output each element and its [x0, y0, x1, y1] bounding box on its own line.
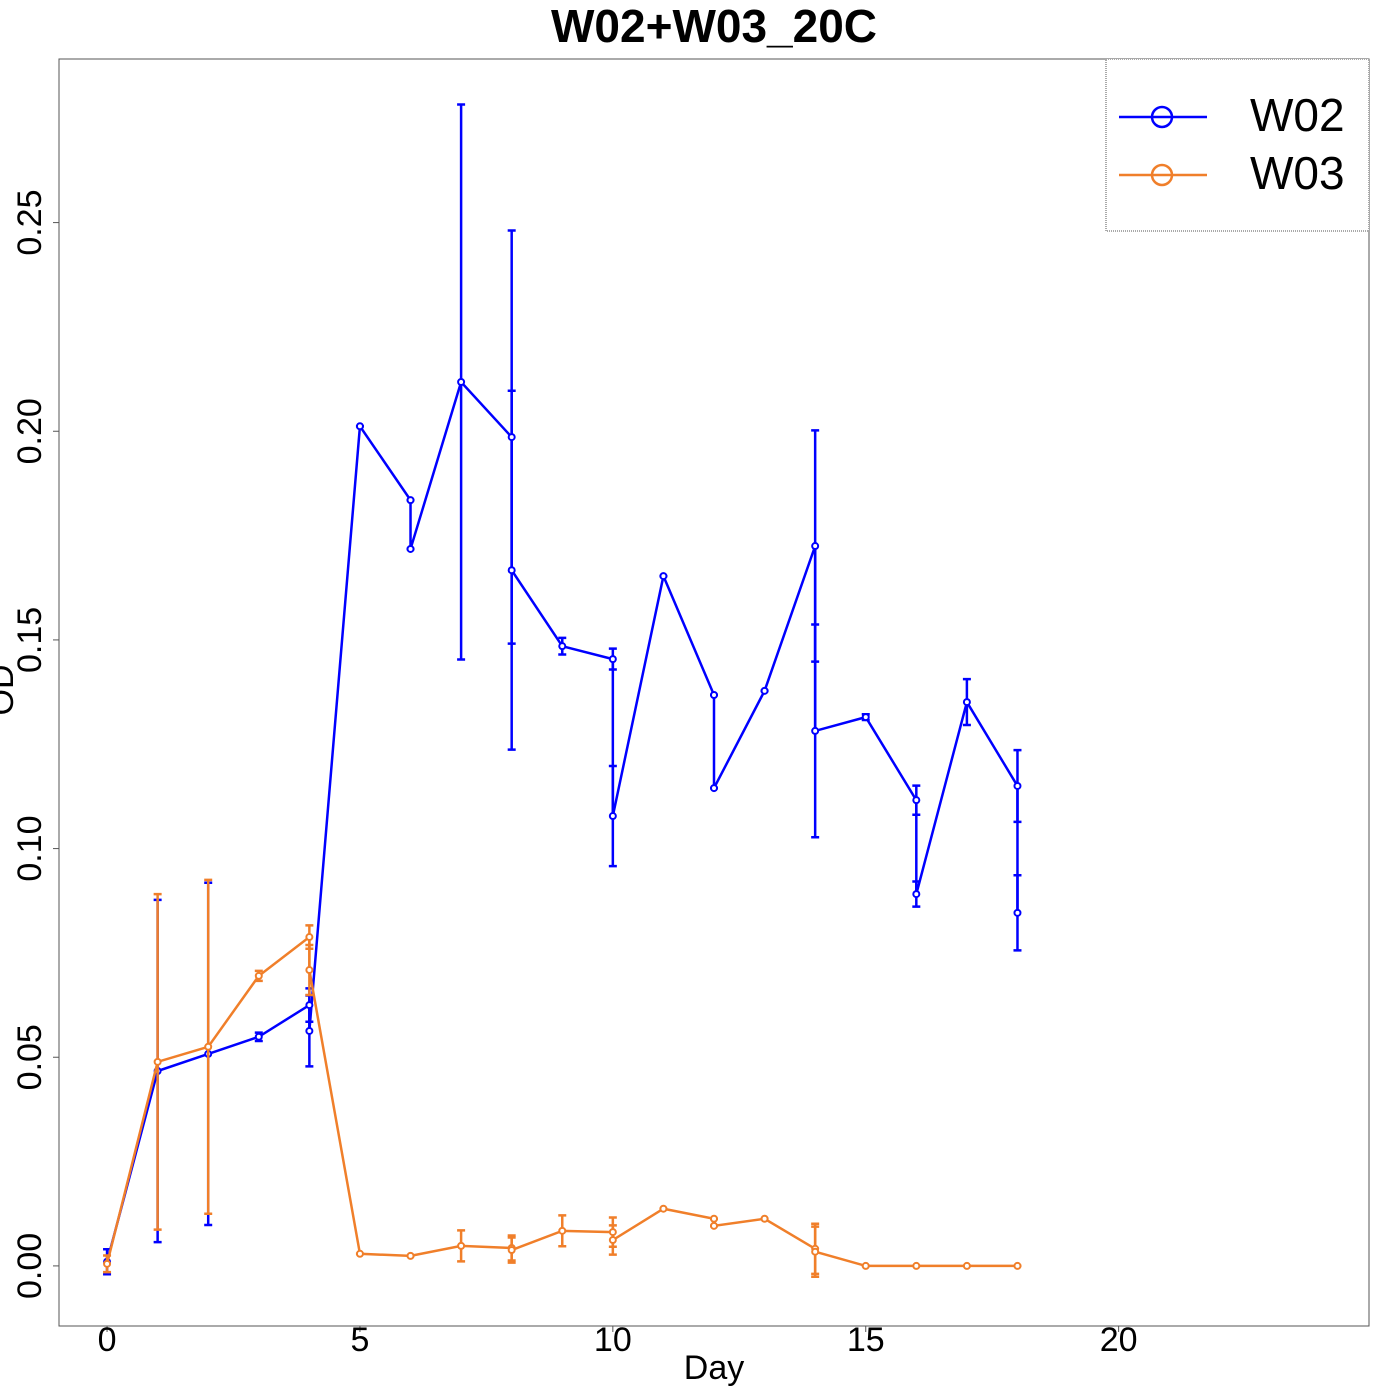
y-axis-label: OD: [0, 665, 21, 716]
data-point: [457, 1241, 466, 1250]
data-point: [305, 1026, 314, 1035]
y-tick-label: 0.20: [11, 398, 49, 464]
x-tick-label: 20: [1100, 1321, 1138, 1359]
data-point: [710, 784, 718, 793]
series-line: [105, 934, 1018, 1268]
data-point: [811, 1247, 820, 1256]
data-point: [507, 433, 516, 442]
y-tick-label: 0.00: [11, 1233, 49, 1299]
data-point: [659, 572, 668, 581]
y-tick-label: 0.15: [11, 607, 49, 673]
data-point: [1013, 1261, 1022, 1270]
data-point: [912, 1261, 921, 1270]
data-point: [962, 1261, 971, 1270]
data-point: [305, 933, 314, 942]
data-point: [103, 1259, 112, 1268]
legend-marker: [1150, 105, 1174, 129]
data-point: [962, 698, 971, 707]
data-point: [254, 1032, 263, 1041]
data-point: [811, 726, 820, 735]
data-point: [710, 1221, 718, 1230]
x-axis-label: Day: [684, 1349, 744, 1387]
legend-label: W02: [1250, 89, 1345, 141]
data-point: [912, 796, 921, 805]
legend-label: W03: [1250, 147, 1345, 199]
data-point: [760, 686, 769, 695]
legend-box: [1105, 58, 1370, 232]
data-point: [204, 1042, 213, 1051]
data-point: [608, 812, 617, 821]
data-point: [760, 1214, 769, 1223]
data-point: [406, 1251, 415, 1260]
x-tick-label: 0: [98, 1321, 117, 1359]
data-point: [355, 422, 364, 431]
data-point: [710, 1214, 718, 1223]
data-point: [305, 966, 314, 975]
data-point: [254, 971, 263, 980]
data-point: [608, 1236, 617, 1245]
data-point: [507, 1246, 516, 1255]
y-tick-label: 0.10: [11, 815, 49, 881]
data-point: [1013, 781, 1022, 790]
x-tick-label: 15: [847, 1321, 885, 1359]
data-point: [912, 890, 921, 899]
data-point: [608, 1228, 617, 1237]
x-tick-label: 10: [594, 1321, 632, 1359]
y-tick-label: 0.25: [11, 189, 49, 255]
data-point: [710, 691, 718, 700]
data-point: [558, 642, 567, 651]
data-point: [406, 544, 415, 553]
plot-frame: [58, 58, 1370, 1327]
data-point: [305, 1001, 314, 1010]
data-point: [861, 713, 870, 722]
data-point: [659, 1204, 668, 1213]
legend-marker: [1150, 163, 1174, 187]
data-point: [811, 542, 820, 551]
data-point: [153, 1057, 162, 1066]
data-point: [861, 1261, 870, 1270]
x-tick-label: 5: [350, 1321, 369, 1359]
series-line: [105, 379, 1019, 1263]
chart-title: W02+W03_20C: [551, 0, 877, 52]
y-tick-label: 0.05: [11, 1024, 49, 1090]
data-point: [457, 378, 466, 387]
data-point: [1013, 908, 1022, 917]
data-point: [507, 566, 516, 575]
data-point: [558, 1226, 567, 1235]
data-point: [355, 1249, 364, 1258]
data-point: [608, 655, 617, 664]
data-point: [406, 496, 415, 505]
